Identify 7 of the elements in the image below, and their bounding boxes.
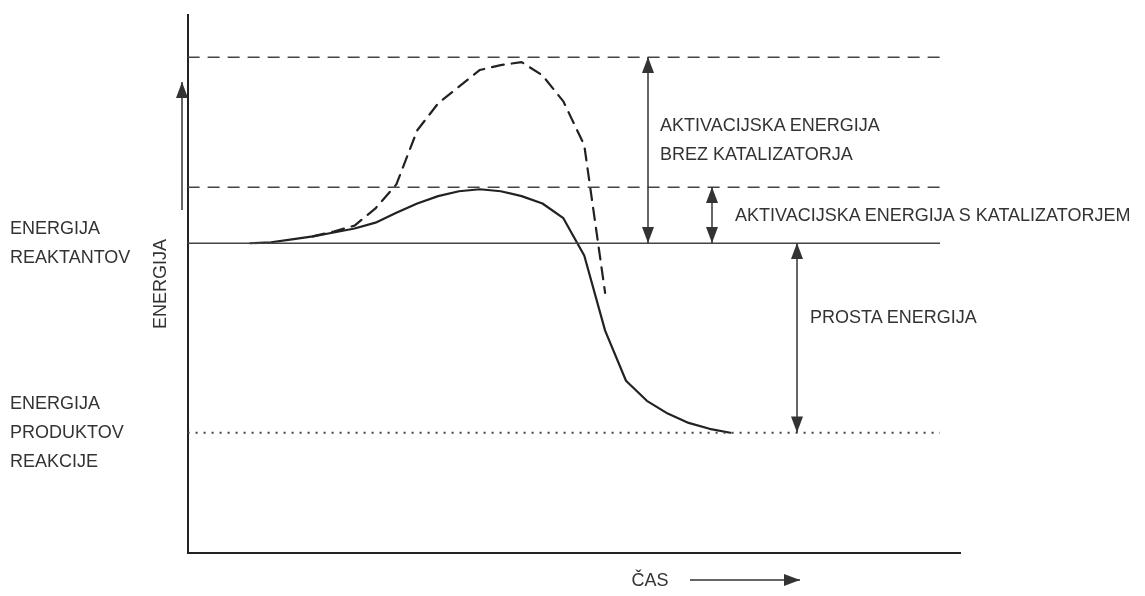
y-axis-title: ENERGIJA [149, 238, 170, 330]
annotation: AKTIVACIJSKA ENERGIJA BREZ KATALIZATORJA [660, 114, 881, 167]
text: ENERGIJA PRODUKTOV REAKCIJE [10, 392, 125, 474]
annotation: PROSTA ENERGIJA [810, 306, 978, 330]
x-axis-title: ČAS [630, 568, 670, 592]
annotation: AKTIVACIJSKA ENERGIJA S KATALIZATORJEM [735, 203, 1132, 227]
text: ENERGIJA REAKTANTOV [10, 217, 132, 270]
